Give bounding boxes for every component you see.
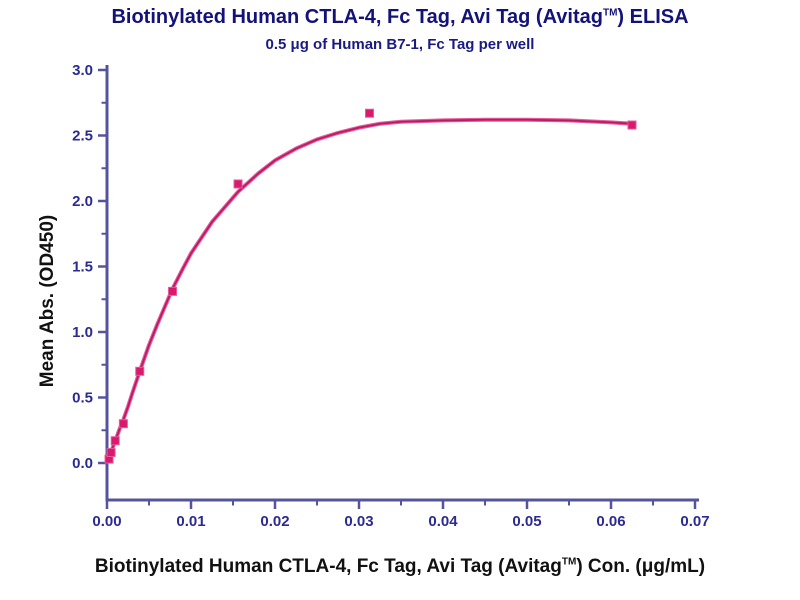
y-tick-label: 1.5 [72, 259, 93, 276]
x-axis-title-text: Biotinylated Human CTLA-4, Fc Tag, Avi T… [94, 556, 562, 577]
trademark-superscript: TM [602, 7, 618, 19]
y-tick-label: 0.5 [72, 390, 93, 407]
data-point [106, 448, 116, 458]
chart-subtitle: 0.5 μg of Human B7-1, Fc Tag per well [265, 36, 535, 53]
x-tick-label: 0.06 [596, 513, 625, 530]
data-point [627, 120, 637, 130]
chart-title-suffix: ) ELISA [617, 6, 689, 28]
fit-curve-line-core [108, 118, 633, 458]
x-tick-label: 0.04 [428, 513, 458, 530]
y-tick-label: 1.0 [72, 324, 93, 341]
y-tick-label: 2.0 [72, 193, 93, 210]
data-point [365, 108, 374, 118]
y-tick-label: 3.0 [72, 62, 93, 79]
data-point [118, 419, 128, 429]
chart-title-text: Biotinylated Human CTLA-4, Fc Tag, Avi T… [111, 6, 603, 28]
y-tick-label: 0.0 [72, 455, 93, 472]
data-point [233, 179, 243, 189]
x-axis-title: Biotinylated Human CTLA-4, Fc Tag, Avi T… [0, 556, 800, 578]
x-axis-title-suffix: ) Con. (μg/mL) [576, 556, 706, 577]
x-tick-label: 0.05 [512, 513, 541, 530]
x-tick-label: 0.03 [344, 513, 373, 530]
x-tick-label: 0.07 [680, 513, 709, 530]
x-tick-label: 0.01 [176, 513, 205, 530]
x-tick-label: 0.02 [260, 513, 289, 530]
fit-curve-line [107, 117, 634, 459]
data-point [110, 436, 120, 446]
y-tick-label: 2.5 [72, 128, 93, 145]
data-point [168, 286, 178, 296]
chart-title: Biotinylated Human CTLA-4, Fc Tag, Avi T… [0, 6, 800, 29]
data-point [135, 366, 145, 376]
x-tick-label: 0.00 [92, 513, 121, 530]
trademark-superscript: TM [561, 556, 577, 568]
